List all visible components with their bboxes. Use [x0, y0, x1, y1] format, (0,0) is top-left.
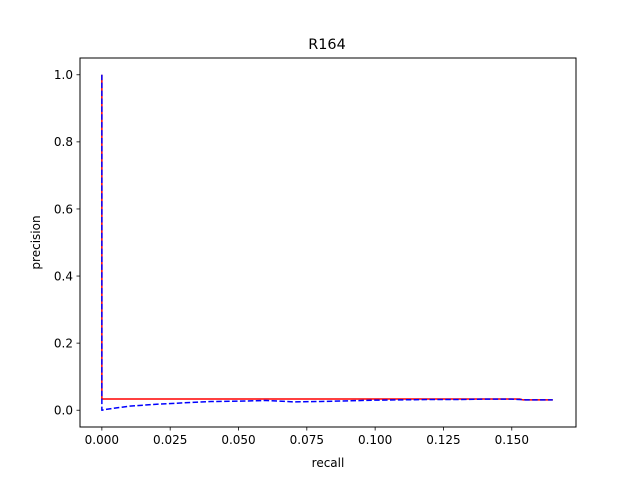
- y-tick-label: 0.6: [54, 202, 73, 216]
- x-axis-ticks: 0.000 0.025 0.050 0.075 0.100 0.125 0.150: [85, 427, 529, 447]
- axes-frame: [79, 57, 577, 428]
- x-tick-label: 0.100: [358, 433, 392, 447]
- y-axis-ticks: 0.0 0.2 0.4 0.6 0.8 1.0: [54, 68, 80, 418]
- y-axis-label: precision: [29, 215, 43, 269]
- x-tick-label: 0.150: [495, 433, 529, 447]
- y-tick-label: 1.0: [54, 68, 73, 82]
- y-tick-label: 0.4: [54, 269, 73, 283]
- x-tick-label: 0.050: [221, 433, 255, 447]
- series-line-red-solid: [101, 74, 553, 401]
- y-tick-label: 0.8: [54, 135, 73, 149]
- x-tick-label: 0.075: [290, 433, 324, 447]
- series-line-blue-dashed: [101, 74, 553, 411]
- chart-title: R164: [308, 37, 345, 53]
- x-tick-label: 0.025: [153, 433, 187, 447]
- plot-lines: [101, 74, 553, 411]
- y-tick-label: 0.0: [54, 404, 73, 418]
- y-tick-label: 0.2: [54, 336, 73, 350]
- x-axis-label: recall: [312, 456, 345, 470]
- x-tick-label: 0.125: [426, 433, 460, 447]
- x-tick-label: 0.000: [85, 433, 119, 447]
